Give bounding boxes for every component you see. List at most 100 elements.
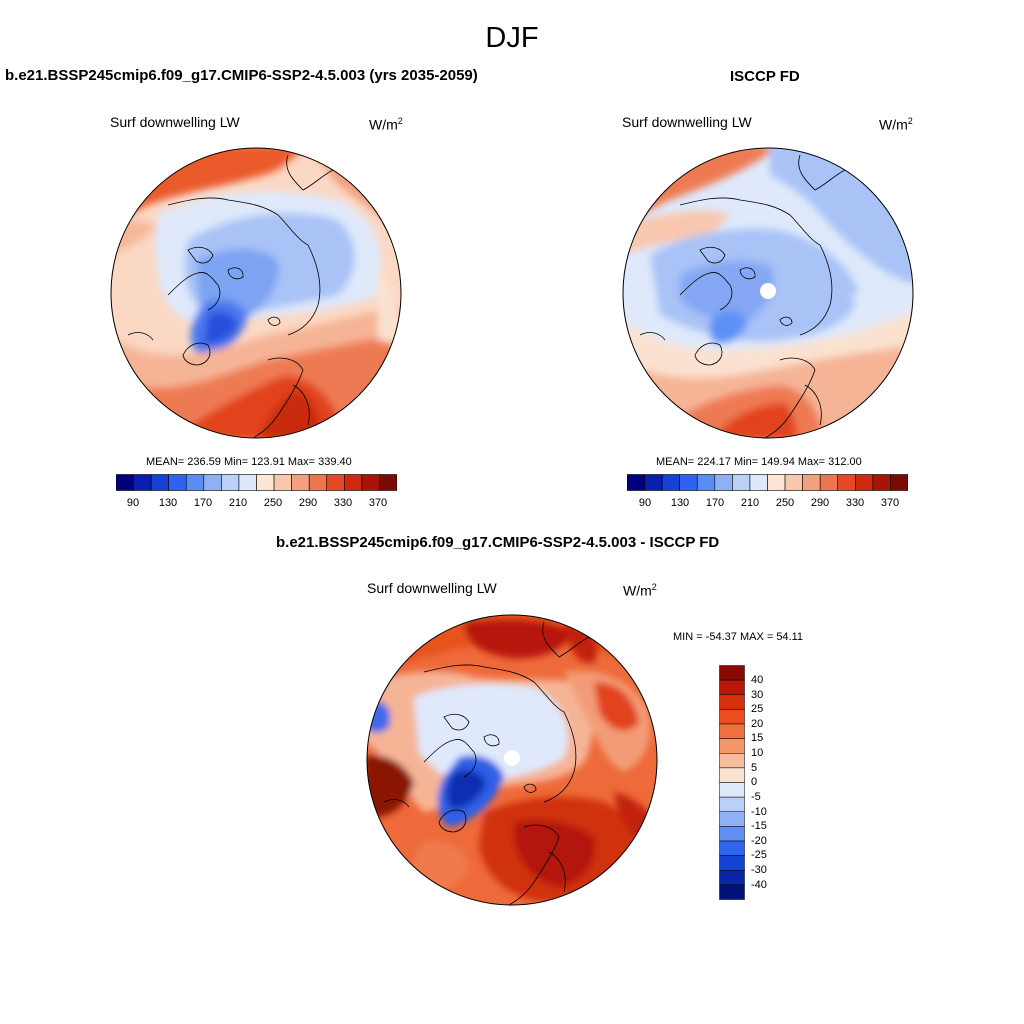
colorbar-box bbox=[719, 884, 745, 900]
colorbar-box bbox=[661, 474, 680, 491]
panel1-cbar-label-90: 90 bbox=[126, 497, 140, 509]
panel1-title: b.e21.BSSP245cmip6.f09_g17.CMIP6-SSP2-4.… bbox=[5, 67, 478, 84]
panel3-cbar-label-neg5: -5 bbox=[751, 791, 761, 803]
panel3-cbar-label-neg25: -25 bbox=[751, 849, 767, 861]
colorbar-box bbox=[719, 753, 745, 769]
panel3-cbar-label-0: 0 bbox=[751, 776, 758, 788]
colorbar-box bbox=[379, 474, 397, 491]
colorbar-box bbox=[719, 723, 745, 739]
panel3-cbar-label-neg15: -15 bbox=[751, 820, 767, 832]
panel1-cbar-label-290: 290 bbox=[298, 497, 318, 509]
colorbar-box bbox=[150, 474, 169, 491]
colorbar-box bbox=[361, 474, 380, 491]
panel1-map-border bbox=[110, 147, 402, 439]
colorbar-box bbox=[719, 767, 745, 783]
colorbar-box bbox=[719, 826, 745, 842]
panel3-units: W/m2 bbox=[623, 582, 657, 599]
panel3-cbar-label-neg10: -10 bbox=[751, 806, 767, 818]
colorbar-box bbox=[203, 474, 222, 491]
colorbar-box bbox=[890, 474, 908, 491]
colorbar-box bbox=[344, 474, 363, 491]
colorbar-box bbox=[719, 811, 745, 827]
colorbar-box bbox=[719, 665, 745, 681]
colorbar-box bbox=[872, 474, 891, 491]
panel2-cbar-label-250: 250 bbox=[775, 497, 795, 509]
panel1-cbar-label-170: 170 bbox=[193, 497, 213, 509]
panel3-cbar-label-25: 25 bbox=[751, 703, 764, 715]
panel2-units: W/m2 bbox=[879, 116, 913, 133]
panel1-polar-map bbox=[110, 147, 402, 439]
panel2-polar-map bbox=[622, 147, 914, 439]
colorbar-box bbox=[116, 474, 134, 491]
colorbar-box bbox=[719, 796, 745, 813]
colorbar-box bbox=[719, 782, 745, 798]
colorbar-box bbox=[749, 474, 768, 491]
panel3-title: b.e21.BSSP245cmip6.f09_g17.CMIP6-SSP2-4.… bbox=[276, 534, 720, 551]
panel3-variable-label: Surf downwelling LW bbox=[367, 580, 497, 596]
colorbar-box bbox=[719, 694, 745, 710]
colorbar-box bbox=[273, 474, 292, 491]
colorbar-box bbox=[714, 474, 733, 491]
panel3-cbar-label-neg20: -20 bbox=[751, 835, 767, 847]
colorbar-box bbox=[719, 870, 745, 886]
panel2-colorbar bbox=[627, 474, 908, 491]
colorbar-box bbox=[719, 679, 745, 696]
panel3-stats: MIN = -54.37 MAX = 54.11 bbox=[673, 631, 804, 643]
panel2-variable-label: Surf downwelling LW bbox=[622, 114, 752, 130]
panel1-coastlines bbox=[127, 154, 389, 438]
panel3-cbar-label-20: 20 bbox=[751, 718, 764, 730]
colorbar-box bbox=[238, 474, 257, 491]
panel2-cbar-label-170: 170 bbox=[705, 497, 725, 509]
panel3-cbar-label-30: 30 bbox=[751, 689, 764, 701]
panel3-cbar-label-neg40: -40 bbox=[751, 879, 767, 891]
panel1-variable-label: Surf downwelling LW bbox=[110, 114, 240, 130]
panel2-map-border bbox=[622, 147, 914, 439]
colorbar-box bbox=[719, 855, 745, 871]
panel2-title: ISCCP FD bbox=[730, 68, 800, 85]
panel3-cbar-label-5: 5 bbox=[751, 762, 758, 774]
panel2-stats: MEAN= 224.17 Min= 149.94 Max= 312.00 bbox=[656, 456, 862, 468]
colorbar-box bbox=[168, 474, 187, 491]
colorbar-box bbox=[732, 474, 751, 491]
panel3-map-border bbox=[366, 614, 658, 906]
colorbar-box bbox=[819, 474, 839, 491]
colorbar-box bbox=[855, 474, 874, 491]
panel2-cbar-label-330: 330 bbox=[845, 497, 865, 509]
colorbar-box bbox=[719, 738, 745, 754]
colorbar-box bbox=[784, 474, 803, 491]
colorbar-box bbox=[837, 474, 856, 491]
panel3-colorbar bbox=[719, 665, 745, 900]
colorbar-box bbox=[696, 474, 716, 491]
panel1-units: W/m2 bbox=[369, 116, 403, 133]
colorbar-box bbox=[679, 474, 698, 491]
colorbar-box bbox=[256, 474, 275, 491]
panel3-cbar-label-40: 40 bbox=[751, 674, 764, 686]
colorbar-box bbox=[802, 474, 821, 491]
panel1-cbar-label-210: 210 bbox=[228, 497, 248, 509]
colorbar-box bbox=[291, 474, 310, 491]
panel1-stats: MEAN= 236.59 Min= 123.91 Max= 339.40 bbox=[146, 456, 352, 468]
panel3-polar-map bbox=[366, 614, 658, 906]
colorbar-box bbox=[326, 474, 345, 491]
panel1-cbar-label-330: 330 bbox=[333, 497, 353, 509]
panel2-missing-data-pole bbox=[760, 283, 776, 299]
colorbar-box bbox=[308, 474, 328, 491]
panel1-cbar-label-250: 250 bbox=[263, 497, 283, 509]
panel2-cbar-label-290: 290 bbox=[810, 497, 830, 509]
colorbar-box bbox=[644, 474, 663, 491]
panel1-cbar-label-130: 130 bbox=[158, 497, 178, 509]
colorbar-box bbox=[221, 474, 240, 491]
colorbar-box bbox=[719, 709, 745, 725]
figure-title-season: DJF bbox=[485, 22, 539, 54]
panel2-cbar-label-370: 370 bbox=[880, 497, 900, 509]
panel3-missing-data-pole bbox=[504, 750, 520, 766]
colorbar-box bbox=[719, 840, 745, 856]
panel3-cbar-label-10: 10 bbox=[751, 747, 764, 759]
colorbar-box bbox=[627, 474, 645, 491]
panel2-cbar-label-90: 90 bbox=[638, 497, 652, 509]
colorbar-box bbox=[133, 474, 152, 491]
panel3-cbar-label-15: 15 bbox=[751, 732, 764, 744]
panel1-colorbar bbox=[116, 474, 397, 491]
panel2-cbar-label-130: 130 bbox=[670, 497, 690, 509]
colorbar-box bbox=[185, 474, 205, 491]
